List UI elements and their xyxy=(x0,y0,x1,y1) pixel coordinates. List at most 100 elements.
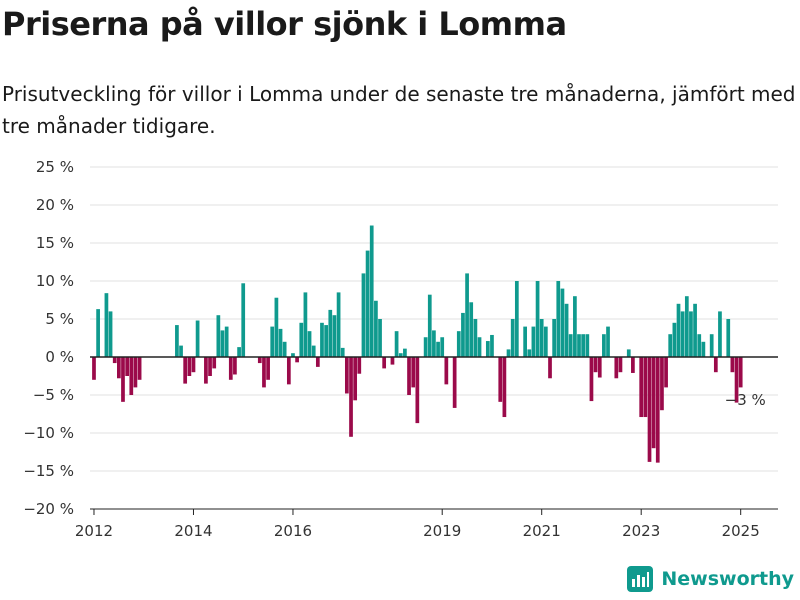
bar xyxy=(452,357,457,408)
bar xyxy=(469,302,474,357)
bar xyxy=(382,357,387,369)
bar xyxy=(461,312,465,357)
bar xyxy=(510,319,515,357)
bar xyxy=(514,281,519,357)
x-tick-label: 2014 xyxy=(174,522,212,540)
bar xyxy=(738,357,743,388)
bar xyxy=(581,334,585,357)
bar xyxy=(697,334,702,357)
bar xyxy=(531,326,536,357)
bar xyxy=(398,353,403,357)
bar xyxy=(125,357,130,376)
bar xyxy=(502,357,507,418)
bar xyxy=(523,326,527,357)
bar xyxy=(291,353,295,357)
bar xyxy=(535,281,540,357)
bar xyxy=(427,294,432,357)
bar xyxy=(701,341,706,357)
bar xyxy=(552,319,556,357)
x-tick-label: 2012 xyxy=(75,522,113,540)
bar xyxy=(668,334,673,357)
bar xyxy=(357,357,362,374)
bar xyxy=(606,326,610,357)
x-tick-label: 2021 xyxy=(523,522,561,540)
bar xyxy=(104,293,109,357)
bar xyxy=(436,341,440,357)
bar xyxy=(344,357,349,394)
bar xyxy=(129,357,134,395)
y-axis-tick-labels: −20 % −15 % −10 % −5 % 0 % 5 % 10 % 15 % 20 % 25 … xyxy=(23,158,74,518)
bar xyxy=(693,303,697,357)
bar xyxy=(324,325,329,357)
bar xyxy=(626,349,631,357)
bar xyxy=(651,357,656,449)
bar xyxy=(485,341,490,357)
y-tick-label: −20 % xyxy=(23,500,74,518)
bar xyxy=(204,357,208,384)
bar xyxy=(353,357,358,401)
bar xyxy=(473,319,478,357)
y-tick-label: 20 % xyxy=(36,196,74,214)
bar xyxy=(490,334,494,357)
bar xyxy=(299,322,304,357)
bar xyxy=(709,334,714,357)
bar xyxy=(560,288,565,357)
bar xyxy=(336,292,341,357)
bar xyxy=(577,334,581,357)
bar xyxy=(713,357,718,373)
bar xyxy=(631,357,635,373)
bar xyxy=(589,357,594,402)
bar xyxy=(137,357,142,380)
bar xyxy=(639,357,644,418)
bar xyxy=(403,348,407,357)
bar xyxy=(664,357,668,388)
y-tick-label: 5 % xyxy=(45,310,74,328)
bar xyxy=(374,300,378,357)
bar xyxy=(241,283,246,357)
bar xyxy=(726,319,731,357)
bar xyxy=(179,345,183,357)
annotations: −3 % xyxy=(725,391,766,409)
bar xyxy=(270,326,275,357)
bar xyxy=(117,357,121,379)
bar xyxy=(440,337,445,357)
bar xyxy=(228,357,233,380)
bar xyxy=(295,357,299,363)
bar xyxy=(539,319,544,357)
bar xyxy=(718,311,722,357)
bar xyxy=(411,357,416,388)
bar xyxy=(224,326,229,357)
bar xyxy=(415,357,420,424)
logo-chart-icon xyxy=(627,566,654,592)
bar xyxy=(108,311,113,357)
bar xyxy=(548,357,552,379)
bar xyxy=(349,357,353,437)
bar xyxy=(593,357,598,373)
bar xyxy=(262,357,266,388)
bar xyxy=(568,334,573,357)
bar xyxy=(307,331,312,357)
bar xyxy=(643,357,648,418)
bar xyxy=(257,357,262,364)
bar xyxy=(266,357,270,380)
y-tick-label: 25 % xyxy=(36,158,74,176)
bar xyxy=(282,341,287,357)
bar xyxy=(543,326,548,357)
bar xyxy=(734,357,739,403)
bar xyxy=(212,357,217,369)
bar xyxy=(556,281,561,357)
x-tick-label: 2025 xyxy=(722,522,760,540)
bar xyxy=(602,334,606,357)
bar xyxy=(680,311,685,357)
bars xyxy=(90,225,778,463)
bar xyxy=(676,303,681,357)
bar xyxy=(121,357,125,402)
bar xyxy=(527,349,532,357)
bar xyxy=(303,292,308,357)
last-value-label: −3 % xyxy=(725,391,766,409)
bar xyxy=(361,273,366,357)
bar xyxy=(689,311,693,357)
bar xyxy=(311,345,316,357)
bar xyxy=(423,337,428,357)
